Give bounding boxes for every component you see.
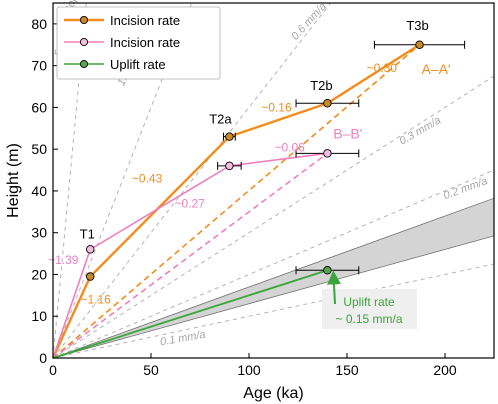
legend: Incision rate Incision rate Uplift rate — [56, 6, 221, 80]
y-tick-label-2: 20 — [31, 266, 47, 282]
reference-line-2 — [53, 3, 332, 358]
y-tick-label-1: 10 — [31, 308, 47, 324]
reference-label-5: 0.1 mm/a — [159, 329, 206, 349]
x-tick-label-4: 200 — [433, 362, 457, 378]
x-tick-label-3: 150 — [335, 362, 359, 378]
data-point-0-1 — [225, 132, 234, 141]
x-tick-label-2: 100 — [237, 362, 261, 378]
y-axis-title: Height (m) — [5, 143, 22, 218]
legend-label-1: Incision rate — [110, 35, 180, 50]
rate-label-1-1: ~0.27 — [175, 197, 206, 211]
reference-label-3: 0.3 mm/a — [397, 114, 443, 147]
dashed-projection-1 — [53, 152, 328, 358]
annotation-box — [322, 289, 417, 329]
annotation-arrow — [326, 270, 341, 305]
data-point-2-0 — [323, 266, 332, 275]
reference-line-3 — [53, 75, 494, 358]
rate-label-1-0: ~1.39 — [48, 253, 79, 267]
uplift-band-polygon — [53, 197, 494, 358]
data-point-1-1 — [225, 161, 234, 171]
x-tick-label-0: 0 — [49, 362, 57, 378]
dashed-projections — [53, 44, 421, 358]
profile-label-b: B–B' — [333, 126, 362, 142]
axes: 0 50 100 150 200 0 10 20 30 40 50 60 70 80 Age (ka) Hei… — [5, 16, 457, 402]
annotation-line-1: ~ 0.15 mm/a — [335, 312, 402, 326]
legend-box — [56, 6, 221, 80]
series-line-1 — [52, 152, 328, 359]
y-tick-label-8: 80 — [31, 16, 47, 32]
y-tick-label-7: 70 — [31, 58, 47, 74]
plot-frame — [52, 2, 495, 359]
legend-label-0: Incision rate — [110, 13, 180, 28]
reference-line-4 — [53, 169, 494, 358]
y-tick-label-0: 0 — [39, 350, 47, 366]
data-series — [51, 40, 466, 359]
annotation-line-0: Uplift rate — [343, 295, 395, 309]
data-point-0-2 — [323, 98, 332, 108]
point-label-T2a: T2a — [209, 112, 232, 127]
y-tick-label-6: 60 — [31, 99, 47, 115]
series-line-2 — [52, 269, 328, 359]
point-label-T3b: T3b — [406, 18, 428, 33]
data-point-0-3 — [415, 40, 424, 50]
y-tick-label-5: 50 — [31, 141, 47, 157]
rate-label-0-1: ~0.43 — [132, 172, 163, 186]
legend-marker-1 — [79, 37, 89, 47]
rate-label-0-3: ~0.30 — [367, 61, 398, 75]
y-tick-label-3: 30 — [31, 225, 47, 241]
rate-label-0-2: ~0.16 — [261, 101, 292, 115]
reference-label-4: 0.2 mm/a — [442, 175, 489, 202]
uplift-uncertainty-band — [53, 197, 494, 358]
legend-marker-2 — [79, 59, 89, 69]
reference-line-5 — [53, 263, 494, 358]
profile-label-a: A–A' — [421, 61, 450, 77]
point-label-T2b: T2b — [310, 78, 332, 93]
legend-marker-0 — [79, 15, 89, 25]
data-point-1-0 — [85, 245, 95, 254]
x-axis-title: Age (ka) — [243, 385, 303, 402]
data-point-1-2 — [323, 149, 332, 158]
y-tick-label-4: 40 — [31, 183, 47, 199]
rate-label-1-2: ~0.06 — [274, 140, 305, 154]
dashed-projection-0 — [53, 44, 421, 358]
uplift-annotation: Uplift rate ~ 0.15 mm/a — [322, 270, 417, 329]
reference-label-2: 0.6 mm/a — [289, 0, 329, 42]
x-tick-label-1: 50 — [143, 362, 159, 378]
legend-label-2: Uplift rate — [110, 57, 166, 72]
rate-label-0-0: ~1.16 — [80, 293, 111, 307]
data-point-0-0 — [85, 272, 95, 281]
point-label-T1: T1 — [80, 226, 95, 241]
